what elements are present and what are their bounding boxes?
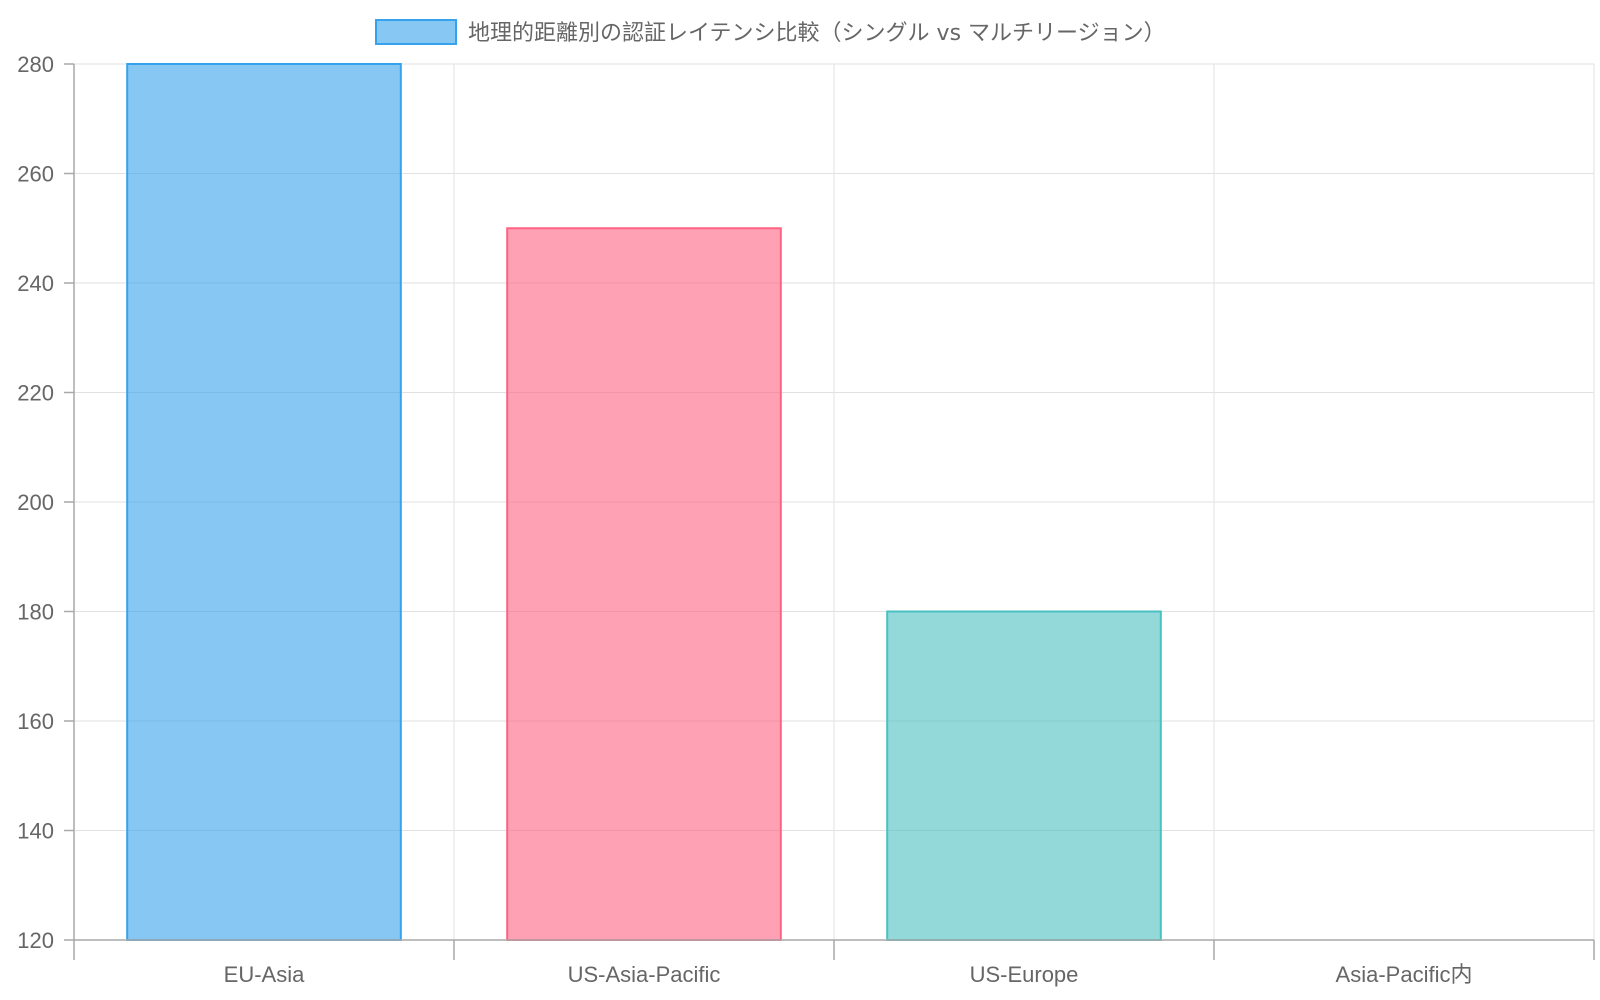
x-tick-label: Asia-Pacific内 <box>1336 962 1473 987</box>
y-tick-label: 220 <box>17 381 54 406</box>
y-tick-label: 180 <box>17 600 54 625</box>
x-tick-label: EU-Asia <box>224 962 305 987</box>
bar-eu-asia[interactable] <box>126 63 402 941</box>
y-tick-label: 140 <box>17 819 54 844</box>
y-axis-tick-labels: 120 140 160 180 200 220 240 260 280 <box>17 52 54 953</box>
bar-us-europe[interactable] <box>886 610 1162 941</box>
y-tick-label: 200 <box>17 490 54 515</box>
legend[interactable]: 地理的距離別の認証レイテンシ比較（シングル vs マルチリージョン） <box>375 19 1166 46</box>
y-tick-label: 240 <box>17 271 54 296</box>
x-tick-label: US-Asia-Pacific <box>568 962 721 987</box>
bars <box>126 63 1162 941</box>
bar-us-asia-pacific[interactable] <box>506 227 782 941</box>
axes <box>64 63 1595 960</box>
y-tick-label: 120 <box>17 928 54 953</box>
legend-swatch[interactable] <box>375 19 457 45</box>
y-tick-label: 280 <box>17 52 54 77</box>
y-tick-label: 260 <box>17 162 54 187</box>
y-tick-label: 160 <box>17 709 54 734</box>
x-tick-label: US-Europe <box>970 962 1079 987</box>
legend-label[interactable]: 地理的距離別の認証レイテンシ比較（シングル vs マルチリージョン） <box>468 21 1166 46</box>
x-axis-tick-labels: EU-Asia US-Asia-Pacific US-Europe Asia-Paci… <box>224 962 1473 987</box>
